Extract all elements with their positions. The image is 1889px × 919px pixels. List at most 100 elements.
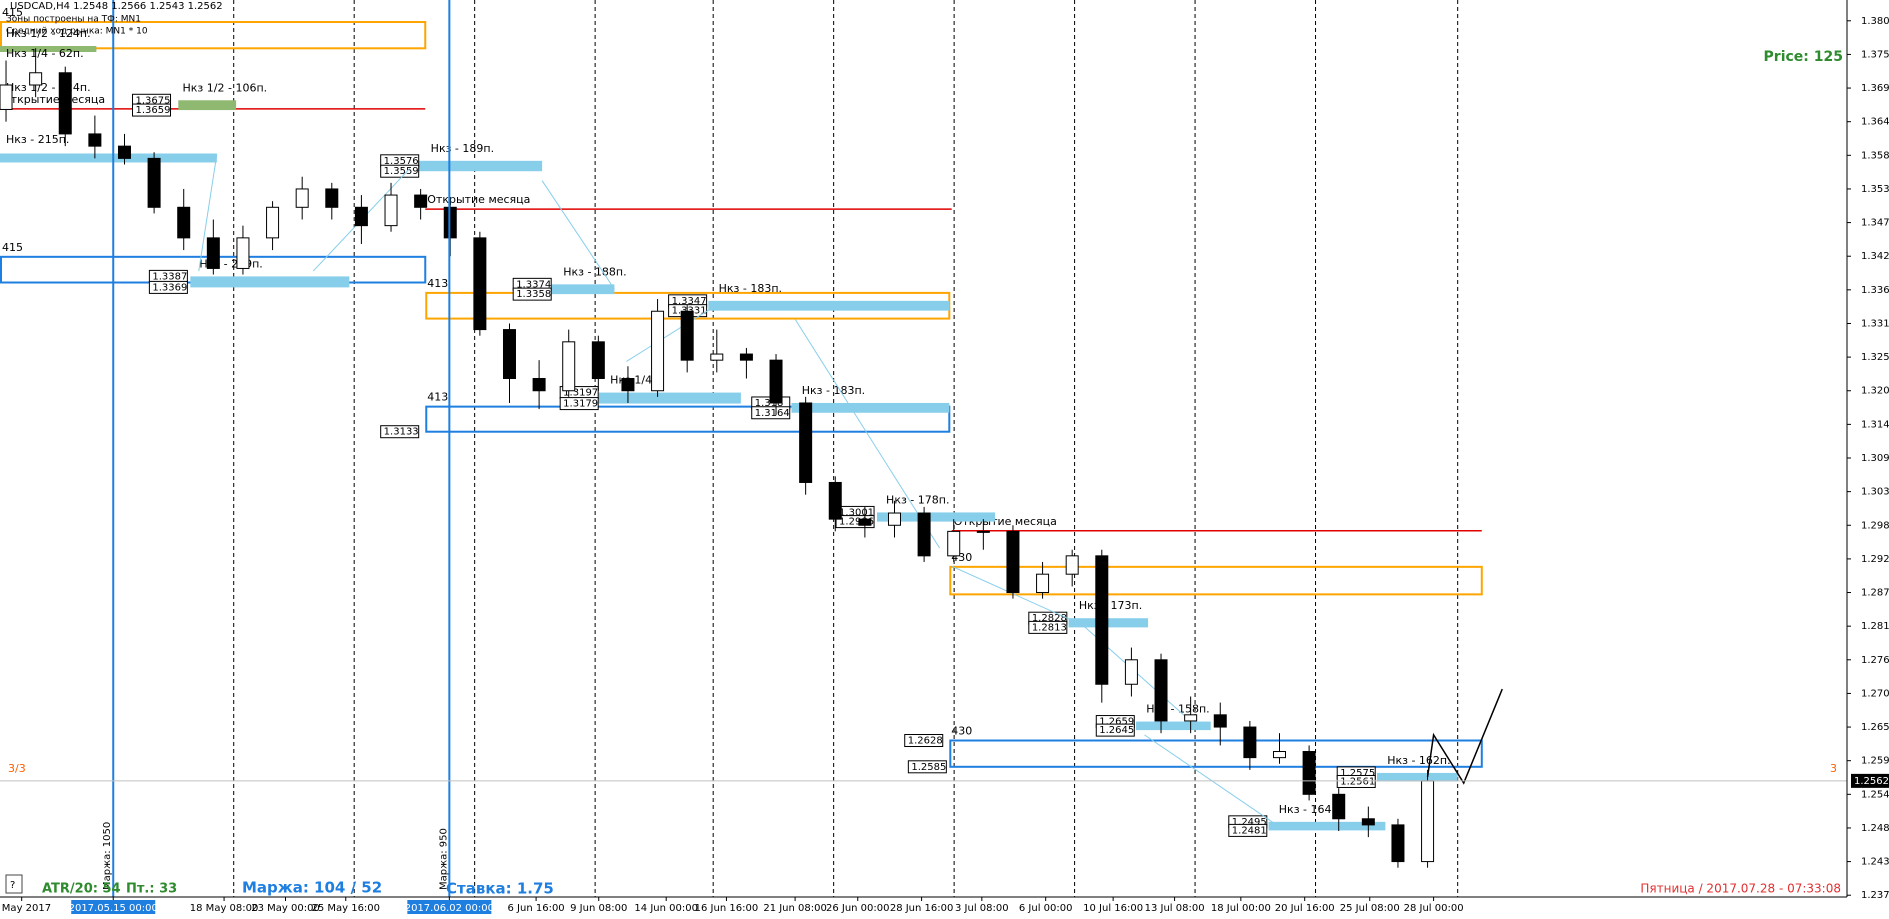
level-bar bbox=[1068, 618, 1149, 628]
y-tick-label: 1.2760 bbox=[1861, 655, 1889, 666]
x-highlight bbox=[407, 900, 492, 914]
candle-body bbox=[414, 194, 428, 208]
candle-body bbox=[1272, 751, 1286, 759]
y-tick-label: 1.2980 bbox=[1861, 520, 1889, 531]
candle-body bbox=[1065, 555, 1079, 575]
vertical-label: Маржа: 1050 bbox=[102, 822, 113, 890]
y-tick-label: 1.2705 bbox=[1861, 688, 1889, 699]
candle-body bbox=[1332, 793, 1346, 820]
candle-body bbox=[354, 206, 368, 227]
level-price-box bbox=[132, 103, 172, 117]
candle-body bbox=[0, 84, 13, 110]
level-price: 1.2813 bbox=[1032, 622, 1067, 633]
zone-price-box bbox=[380, 425, 420, 439]
level-bar bbox=[708, 300, 950, 311]
axis-panel bbox=[1847, 0, 1889, 919]
candle-body bbox=[1124, 659, 1138, 685]
current-price-label: 1.2562 bbox=[1854, 776, 1889, 787]
zone-label: 415 bbox=[2, 6, 23, 19]
level-price: 1.318 bbox=[755, 398, 784, 409]
level-price: 1.3358 bbox=[516, 289, 551, 300]
atr-info: ATR/20: 54 bbox=[42, 882, 121, 897]
x-tick-label: 28 Jun 16:00 bbox=[890, 903, 954, 914]
price-indicator: Price: 125 bbox=[1764, 49, 1843, 65]
candle-body bbox=[799, 402, 813, 483]
margin-info: Маржа: 104 / 52 bbox=[242, 879, 382, 897]
zone-price: 1.3133 bbox=[384, 427, 419, 438]
trend-guide bbox=[198, 154, 218, 272]
x-tick-label: 2017.06.02 00:00 bbox=[405, 903, 494, 914]
level-price-box bbox=[148, 280, 188, 294]
y-tick-label: 1.3035 bbox=[1861, 487, 1889, 498]
x-tick-label: 9 Jun 08:00 bbox=[570, 903, 627, 914]
y-tick-label: 1.3475 bbox=[1861, 218, 1889, 229]
candle-body bbox=[1006, 530, 1020, 594]
y-tick-label: 1.2870 bbox=[1861, 588, 1889, 599]
points-info: Пт.: 33 bbox=[126, 882, 177, 897]
level-label: Нкз - 188п. bbox=[563, 265, 626, 278]
x-tick-label: 25 May 16:00 bbox=[311, 903, 380, 914]
level-price: 1.3374 bbox=[516, 279, 551, 290]
candle-body bbox=[206, 237, 220, 269]
y-tick-label: 1.2430 bbox=[1861, 857, 1889, 868]
zone-price: 1.2585 bbox=[911, 762, 946, 773]
trend-guide bbox=[794, 318, 941, 549]
x-tick-label: 25 Jul 08:00 bbox=[1340, 903, 1400, 914]
level-price: 1.2561 bbox=[1340, 776, 1375, 787]
candle-body bbox=[295, 188, 309, 208]
x-tick-label: 21 Jun 08:00 bbox=[763, 903, 827, 914]
level-bar bbox=[1268, 821, 1386, 831]
level-label: Нкз - 162п. bbox=[1387, 754, 1450, 767]
side-label: Нкз 1/2 - 124п. bbox=[6, 27, 91, 40]
level-price-box bbox=[1336, 774, 1376, 788]
chart-note: Средний ход рынка: MN1 * 10 bbox=[6, 27, 148, 37]
candle-body bbox=[591, 341, 605, 380]
zone-label: 430 bbox=[951, 725, 972, 738]
x-tick-label: 18 May 08:00 bbox=[190, 903, 259, 914]
zone bbox=[949, 565, 1483, 596]
y-tick-label: 1.2595 bbox=[1861, 756, 1889, 767]
zone-label: 413 bbox=[427, 391, 448, 404]
y-tick-label: 1.2650 bbox=[1861, 722, 1889, 733]
level-price: 1.2481 bbox=[1232, 825, 1267, 836]
candle-body bbox=[147, 157, 161, 208]
level-price-box bbox=[1095, 723, 1135, 737]
level-bar bbox=[791, 402, 950, 413]
candle-body bbox=[858, 518, 872, 526]
candle-body bbox=[58, 72, 72, 135]
side-label: Нкз - 215п. bbox=[6, 133, 69, 146]
projection bbox=[1426, 688, 1503, 785]
candle-body bbox=[769, 359, 783, 404]
month-open-label: Открытие месяца bbox=[2, 93, 105, 106]
zone-price-box bbox=[904, 734, 944, 748]
x-tick-label: 18 Jul 00:00 bbox=[1211, 903, 1271, 914]
level-price-box bbox=[1228, 823, 1268, 837]
candle-body bbox=[1243, 726, 1257, 759]
level-bar bbox=[190, 276, 350, 288]
zone-label: 413 bbox=[427, 277, 448, 290]
y-tick-label: 1.3640 bbox=[1861, 117, 1889, 128]
y-tick-label: 1.3310 bbox=[1861, 318, 1889, 329]
level-bar bbox=[178, 100, 237, 111]
candle-body bbox=[1391, 824, 1405, 863]
candle-body bbox=[651, 310, 665, 392]
zone bbox=[0, 21, 427, 50]
clock-info: Пятница / 2017.07.28 - 07:33:08 bbox=[1640, 882, 1841, 896]
x-highlight bbox=[71, 900, 156, 914]
candle-body bbox=[1184, 714, 1198, 722]
candle-body bbox=[1095, 555, 1109, 685]
level-price: 1.3369 bbox=[152, 282, 187, 293]
candle-body bbox=[473, 237, 487, 331]
level-price: 1.3347 bbox=[672, 296, 707, 307]
level-price: 1.3559 bbox=[384, 166, 419, 177]
zone bbox=[425, 405, 951, 433]
level-label: Нкз 1/2 - 106п. bbox=[183, 81, 268, 94]
side-label: Нкз 1/2 - 124п. bbox=[6, 81, 91, 94]
candle-body bbox=[1213, 714, 1227, 728]
current-price-box bbox=[1851, 773, 1889, 788]
help-icon: ? bbox=[10, 880, 15, 891]
chart-note: Зоны построены на ТФ: MN1 bbox=[6, 15, 141, 25]
level-price: 1.2645 bbox=[1099, 725, 1134, 736]
level-bar bbox=[877, 512, 996, 522]
